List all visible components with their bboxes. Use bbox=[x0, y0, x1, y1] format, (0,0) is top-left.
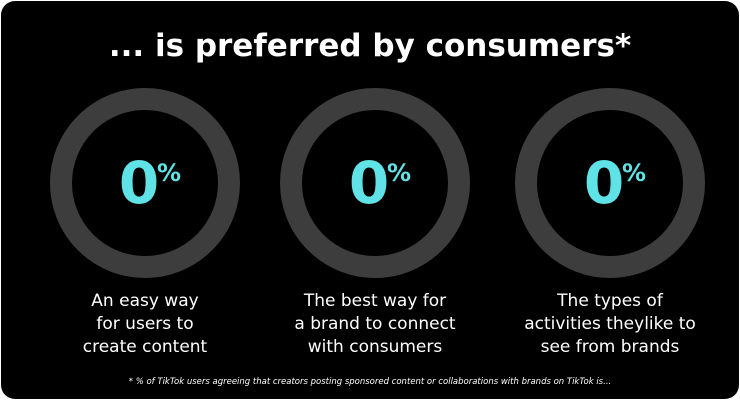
stat-value: 0 bbox=[584, 149, 624, 217]
stat-label: An easy way bbox=[91, 291, 198, 311]
stat-unit: % bbox=[387, 159, 411, 187]
stat-label: activities theylike to bbox=[524, 314, 696, 334]
ring bbox=[515, 88, 705, 278]
stat-label: see from brands bbox=[541, 337, 680, 357]
stat-label: a brand to connect bbox=[294, 314, 456, 334]
stat-label: for users to bbox=[96, 314, 193, 334]
title: ... is preferred by consumers* bbox=[109, 28, 631, 64]
stat-unit: % bbox=[157, 159, 181, 187]
stat-unit: % bbox=[622, 159, 646, 187]
stat-label: create content bbox=[83, 337, 208, 357]
stat-label: The best way for bbox=[303, 291, 446, 311]
stat-label: The types of bbox=[556, 291, 664, 311]
ring bbox=[280, 88, 470, 278]
ring bbox=[50, 88, 240, 278]
stat-label: with consumers bbox=[308, 337, 443, 357]
stat-value: 0 bbox=[349, 149, 389, 217]
footnote: * % of TikTok users agreeing that creato… bbox=[129, 377, 611, 387]
stat-value: 0 bbox=[119, 149, 159, 217]
